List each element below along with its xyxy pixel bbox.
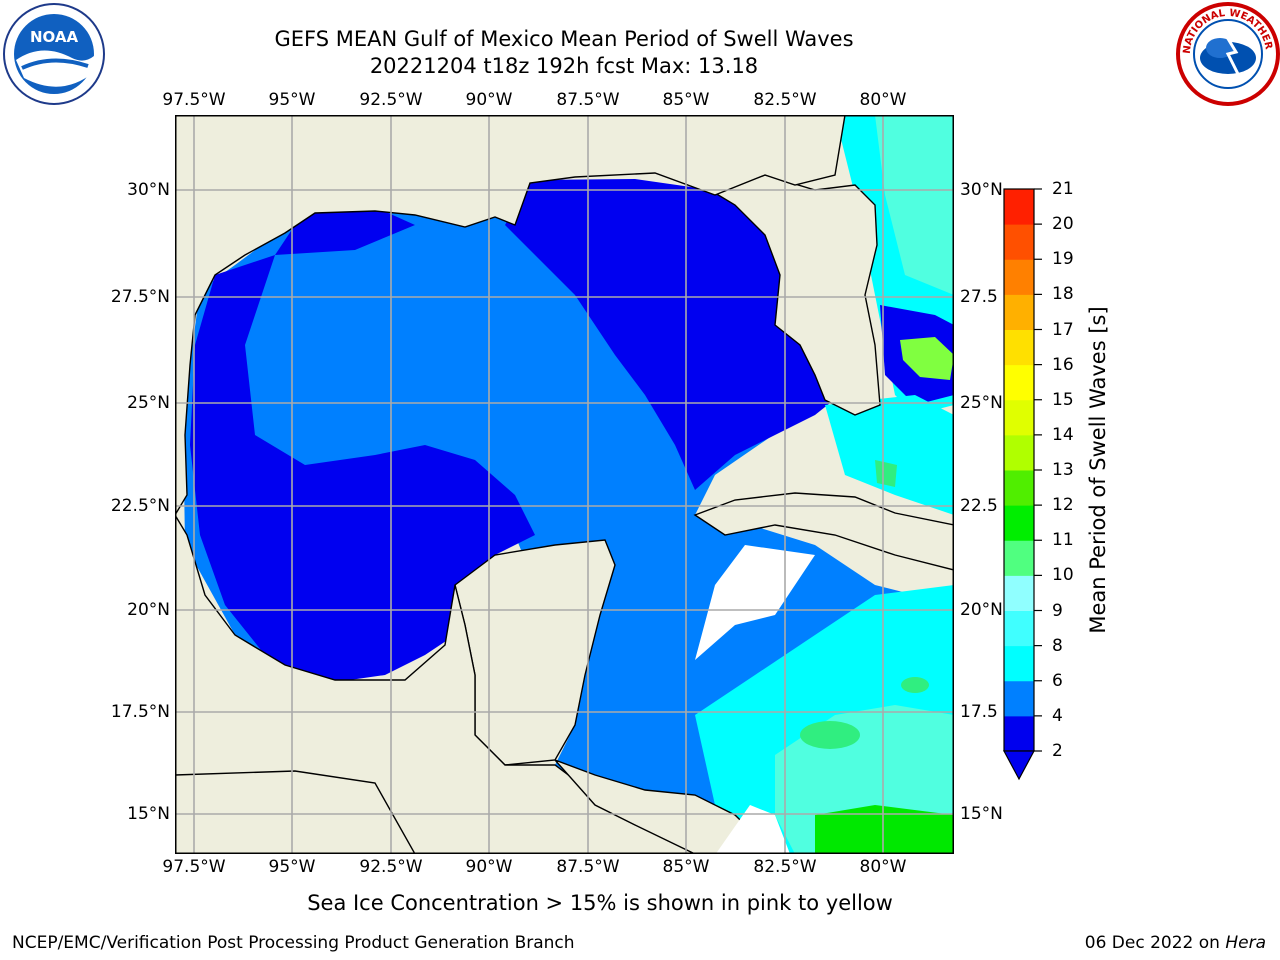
lon-tick-bottom: 87.5°W [556,857,620,877]
lat-tick-right: 22.5 [960,496,998,516]
lon-tick-top: 92.5°W [359,90,423,110]
lat-tick-right: 27.5 [960,287,998,307]
lon-tick-top: 90°W [465,90,513,110]
colorbar-label: 14 [1052,424,1074,445]
colorbar-label: 15 [1052,389,1074,410]
colorbar-band [1004,259,1034,295]
colorbar-label: 4 [1052,705,1063,726]
colorbar-label: 8 [1052,635,1063,656]
gulf-swell-2-4-nw [275,207,415,255]
colorbar-extend-arrow [1002,750,1036,781]
colorbar-label: 21 [1052,179,1074,199]
lat-tick-right: 25°N [960,393,1003,413]
colorbar-band [1004,645,1034,682]
colorbar-label: 6 [1052,670,1063,691]
colorbar-label: 10 [1052,565,1074,586]
noaa-logo-text: NOAA [30,28,79,46]
lon-tick-top: 97.5°W [162,90,226,110]
lon-tick-bottom: 90°W [465,857,513,877]
colorbar-label: 17 [1052,319,1074,340]
colorbar-label: 19 [1052,249,1074,270]
map-panel [175,115,954,854]
lon-tick-top: 87.5°W [556,90,620,110]
lat-tick-right: 17.5 [960,702,998,722]
lat-tick-left: 27.5°N [110,287,170,307]
sea-ice-note: Sea Ice Concentration > 15% is shown in … [307,891,893,915]
lat-tick-left: 25°N [127,393,170,413]
lon-tick-bottom: 97.5°W [162,857,226,877]
colorbar-label: 18 [1052,284,1074,305]
colorbar-title: Mean Period of Swell Waves [s] [1086,306,1110,634]
lat-tick-left: 20°N [127,600,170,620]
lon-tick-top: 85°W [662,90,710,110]
footer-timestamp: 06 Dec 2022 on Hera [1085,933,1266,953]
lat-tick-left: 22.5°N [110,496,170,516]
chart-title: GEFS MEAN Gulf of Mexico Mean Period of … [274,27,854,51]
lon-tick-bottom: 80°W [859,857,907,877]
lat-tick-left: 17.5°N [110,702,170,722]
lat-tick-left: 15°N [127,804,170,824]
colorbar-label: 2 [1052,741,1063,761]
map-frame [175,115,954,854]
colorbar-band [1004,505,1034,541]
mexico-south [175,513,697,854]
colorbar-label: 16 [1052,354,1074,375]
lat-tick-right: 20°N [960,600,1003,620]
colorbar [1002,188,1042,781]
colorbar-band [1004,715,1034,752]
chart-subtitle: 20221204 t18z 192h fcst Max: 13.18 [369,54,759,78]
footer-host: Hera [1225,933,1266,953]
colorbar-label: 20 [1052,214,1074,235]
footer-date: 06 Dec 2022 on [1084,933,1220,953]
colorbar-band [1004,680,1034,717]
colorbar-band [1004,434,1034,471]
lon-tick-bottom: 82.5°W [753,857,817,877]
lon-tick-bottom: 95°W [268,857,316,877]
noaa-logo: NOAA [3,3,105,105]
colorbar-label: 9 [1052,600,1063,621]
us-gulf-coast [175,115,954,517]
colorbar-label: 13 [1052,460,1074,480]
colorbar-band [1004,540,1034,576]
lat-tick-right: 30°N [960,180,1003,200]
lon-tick-bottom: 92.5°W [359,857,423,877]
footer-credit: NCEP/EMC/Verification Post Processing Pr… [12,933,575,953]
graticule [175,115,954,854]
lon-tick-top: 95°W [268,90,316,110]
lat-tick-right: 15°N [960,804,1003,824]
colorbar-band [1004,189,1034,225]
colorbar-band [1004,610,1034,647]
colorbar-band [1004,224,1034,260]
colorbar-band [1004,329,1034,366]
lon-tick-bottom: 85°W [662,857,710,877]
colorbar-band [1004,294,1034,330]
lon-tick-top: 82.5°W [753,90,817,110]
caribbean-swell-9-10 [815,805,954,854]
lat-tick-left: 30°N [127,180,170,200]
colorbar-band [1004,399,1034,436]
florida-peninsula [713,174,881,416]
colorbar-band [1004,470,1034,506]
colorbar-label: 12 [1052,495,1074,516]
lon-tick-top: 80°W [859,90,907,110]
gulf-swell-2-4-west [190,255,535,685]
nws-logo: NATIONAL WEATHER SERVICE [1176,2,1280,106]
colorbar-label: 11 [1052,530,1074,551]
colorbar-band [1004,364,1034,401]
colorbar-band [1004,575,1034,611]
